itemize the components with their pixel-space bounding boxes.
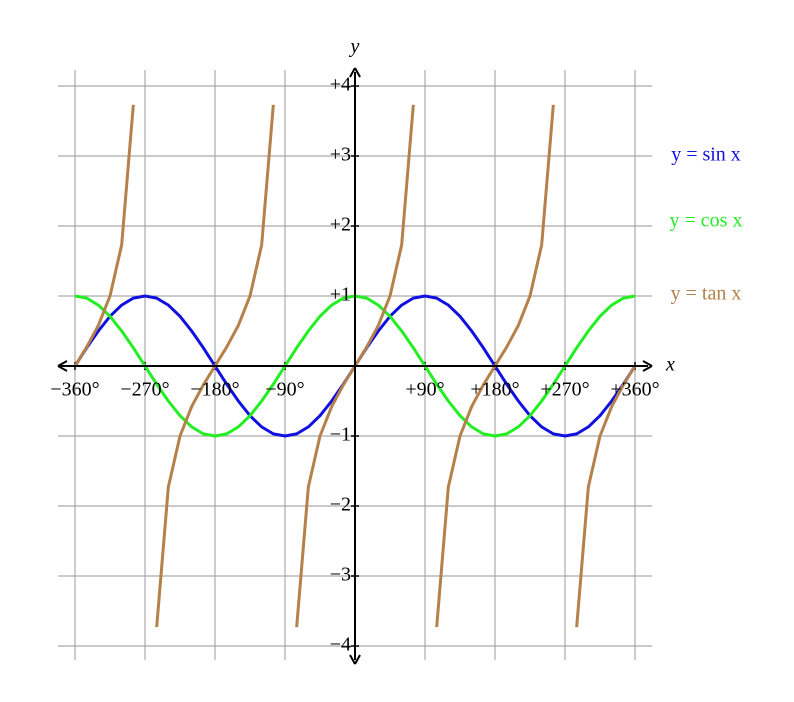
- y-tick-label: +1: [330, 284, 351, 306]
- x-tick-label: +90°: [405, 379, 444, 401]
- y-tick-label: −1: [330, 424, 351, 446]
- x-tick-label: −360°: [50, 379, 99, 401]
- x-tick-label: −180°: [190, 379, 239, 401]
- y-axis-label: y: [349, 36, 360, 58]
- legend-entry: y = tan x: [671, 283, 742, 305]
- y-tick-label: +4: [330, 74, 351, 96]
- x-tick-label: −270°: [120, 379, 169, 401]
- legend-entry: y = cos x: [670, 210, 743, 232]
- y-axis-arrows: [349, 67, 361, 665]
- y-tick-label: −3: [330, 564, 351, 586]
- x-tick-label: +270°: [540, 379, 589, 401]
- x-axis-arrows: [57, 360, 653, 372]
- y-tick-label: −4: [330, 634, 351, 656]
- x-tick-label: +360°: [610, 379, 659, 401]
- y-tick-label: −2: [330, 494, 351, 516]
- tick-labels: −360° −270° −180° −90° +90° +180° +270° +360° −4…: [50, 74, 659, 656]
- x-tick-label: −90°: [265, 379, 304, 401]
- x-axis-label: x: [665, 354, 675, 376]
- x-tick-label: +180°: [470, 379, 519, 401]
- legend: y = sin x y = cos x y = tan x: [670, 144, 743, 305]
- axes: x y: [57, 36, 675, 665]
- legend-entry: y = sin x: [671, 144, 741, 166]
- y-tick-label: +2: [330, 214, 351, 236]
- y-tick-label: +3: [330, 144, 351, 166]
